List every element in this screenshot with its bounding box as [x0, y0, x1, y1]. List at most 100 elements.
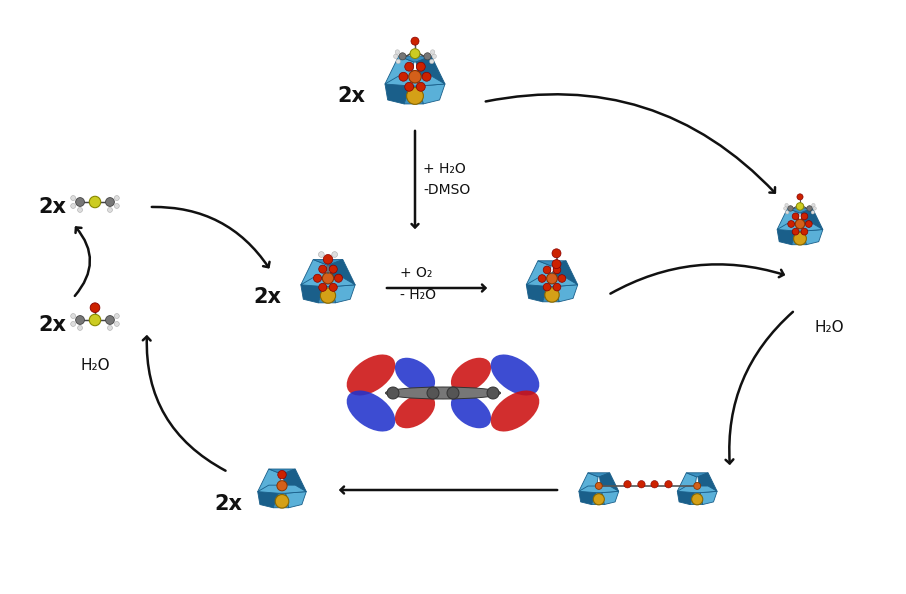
Circle shape [792, 228, 799, 235]
Circle shape [812, 204, 815, 207]
Text: -DMSO: -DMSO [423, 183, 470, 197]
Circle shape [409, 71, 421, 83]
Circle shape [807, 206, 813, 211]
Circle shape [75, 198, 84, 206]
Circle shape [784, 207, 787, 210]
Polygon shape [318, 287, 335, 303]
Circle shape [554, 283, 561, 291]
Polygon shape [543, 286, 559, 302]
Polygon shape [579, 473, 598, 492]
Polygon shape [404, 86, 423, 104]
Text: + O₂: + O₂ [400, 266, 432, 280]
Circle shape [71, 204, 75, 208]
Polygon shape [687, 473, 708, 477]
Text: 2x: 2x [253, 287, 281, 307]
Polygon shape [385, 76, 445, 86]
Circle shape [329, 283, 337, 292]
Polygon shape [698, 473, 718, 492]
Ellipse shape [491, 390, 539, 431]
Circle shape [651, 481, 659, 488]
Circle shape [329, 265, 337, 273]
Polygon shape [678, 486, 718, 492]
Circle shape [487, 387, 499, 399]
Circle shape [593, 494, 604, 505]
Circle shape [785, 204, 788, 207]
Polygon shape [777, 229, 796, 245]
Circle shape [545, 287, 559, 302]
Polygon shape [555, 285, 578, 302]
Polygon shape [678, 473, 697, 492]
Ellipse shape [395, 394, 435, 428]
Polygon shape [526, 285, 548, 302]
Circle shape [694, 482, 700, 489]
Ellipse shape [385, 387, 500, 399]
Text: + H₂O: + H₂O [423, 162, 466, 176]
Text: 2x: 2x [214, 494, 242, 514]
Circle shape [91, 303, 100, 312]
Circle shape [78, 207, 82, 213]
Polygon shape [804, 229, 823, 245]
Circle shape [114, 314, 120, 318]
Circle shape [78, 326, 82, 330]
Text: 2x: 2x [38, 197, 66, 217]
Circle shape [417, 83, 425, 91]
Circle shape [786, 211, 789, 214]
Polygon shape [257, 485, 306, 493]
Circle shape [801, 228, 808, 235]
Polygon shape [301, 260, 327, 287]
Circle shape [75, 315, 84, 324]
Circle shape [399, 72, 408, 81]
Circle shape [323, 273, 333, 284]
Circle shape [638, 481, 645, 488]
Circle shape [552, 249, 561, 258]
Circle shape [794, 232, 806, 245]
Circle shape [323, 254, 333, 264]
Circle shape [805, 220, 813, 228]
Circle shape [432, 54, 437, 59]
Polygon shape [329, 260, 355, 287]
Polygon shape [678, 491, 694, 504]
Polygon shape [600, 473, 619, 492]
Circle shape [108, 326, 112, 330]
Circle shape [106, 315, 114, 324]
Circle shape [319, 283, 327, 292]
Polygon shape [602, 491, 619, 504]
Polygon shape [419, 84, 445, 104]
Circle shape [399, 53, 406, 60]
Circle shape [595, 482, 602, 489]
Polygon shape [553, 261, 578, 286]
Circle shape [795, 219, 805, 229]
Circle shape [422, 72, 431, 81]
Polygon shape [526, 261, 551, 286]
Circle shape [797, 194, 803, 200]
Polygon shape [579, 486, 619, 492]
Circle shape [691, 494, 703, 505]
Circle shape [417, 62, 425, 71]
Circle shape [319, 252, 324, 257]
Polygon shape [274, 493, 289, 508]
Circle shape [787, 220, 795, 228]
Polygon shape [269, 469, 295, 474]
Circle shape [114, 321, 120, 327]
Ellipse shape [347, 390, 395, 431]
Circle shape [411, 37, 419, 45]
Polygon shape [416, 56, 445, 86]
Polygon shape [385, 84, 410, 104]
Circle shape [90, 314, 101, 326]
Circle shape [447, 387, 459, 399]
Polygon shape [526, 278, 578, 286]
Polygon shape [777, 223, 823, 231]
Circle shape [813, 207, 816, 210]
Circle shape [277, 481, 287, 491]
Circle shape [429, 59, 434, 64]
Circle shape [811, 211, 814, 214]
Text: 2x: 2x [337, 86, 365, 106]
Circle shape [332, 252, 338, 257]
Circle shape [792, 213, 799, 220]
Text: H₂O: H₂O [81, 358, 110, 373]
Circle shape [114, 195, 120, 201]
Circle shape [552, 260, 561, 268]
Polygon shape [257, 492, 278, 508]
Polygon shape [283, 469, 306, 493]
Polygon shape [592, 492, 604, 504]
